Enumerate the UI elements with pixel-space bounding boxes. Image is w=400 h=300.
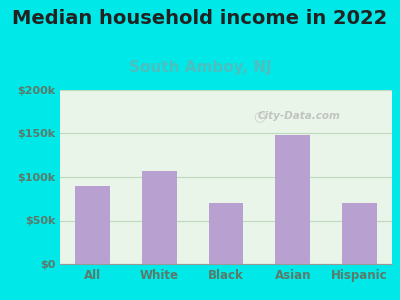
Text: South Amboy, NJ: South Amboy, NJ [129, 60, 271, 75]
Bar [276, 135, 310, 264]
Bar [209, 203, 243, 264]
Bar [142, 171, 176, 264]
Text: Median household income in 2022: Median household income in 2022 [12, 9, 388, 28]
Bar [75, 186, 110, 264]
Text: ○: ○ [253, 109, 265, 123]
Text: City-Data.com: City-Data.com [258, 111, 340, 121]
Bar [342, 203, 377, 264]
